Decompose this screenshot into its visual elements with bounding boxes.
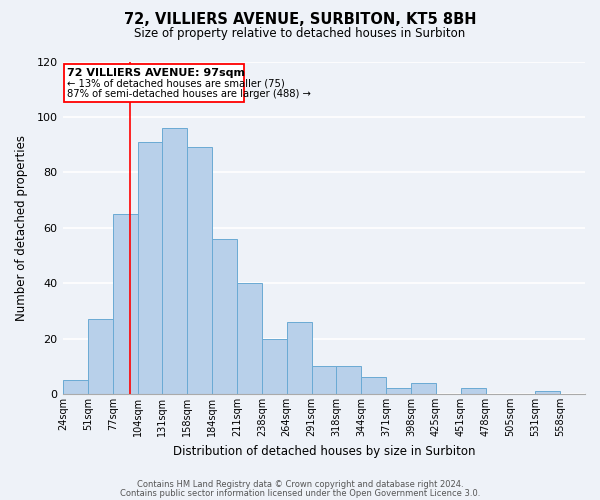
Bar [386, 388, 411, 394]
Text: Contains public sector information licensed under the Open Government Licence 3.: Contains public sector information licen… [120, 488, 480, 498]
Bar [287, 322, 311, 394]
Bar [88, 319, 113, 394]
Bar [237, 283, 262, 394]
Text: Contains HM Land Registry data © Crown copyright and database right 2024.: Contains HM Land Registry data © Crown c… [137, 480, 463, 489]
Bar [63, 380, 88, 394]
Bar [187, 148, 212, 394]
FancyBboxPatch shape [64, 64, 244, 102]
Bar [411, 383, 436, 394]
Bar [262, 338, 287, 394]
X-axis label: Distribution of detached houses by size in Surbiton: Distribution of detached houses by size … [173, 444, 475, 458]
Bar [535, 391, 560, 394]
Bar [461, 388, 485, 394]
Bar [212, 239, 237, 394]
Text: ← 13% of detached houses are smaller (75): ← 13% of detached houses are smaller (75… [67, 78, 284, 88]
Text: 72 VILLIERS AVENUE: 97sqm: 72 VILLIERS AVENUE: 97sqm [67, 68, 245, 78]
Text: Size of property relative to detached houses in Surbiton: Size of property relative to detached ho… [134, 28, 466, 40]
Bar [163, 128, 187, 394]
Bar [113, 214, 137, 394]
Text: 72, VILLIERS AVENUE, SURBITON, KT5 8BH: 72, VILLIERS AVENUE, SURBITON, KT5 8BH [124, 12, 476, 28]
Text: 87% of semi-detached houses are larger (488) →: 87% of semi-detached houses are larger (… [67, 89, 311, 99]
Y-axis label: Number of detached properties: Number of detached properties [15, 135, 28, 321]
Bar [361, 378, 386, 394]
Bar [311, 366, 337, 394]
Bar [337, 366, 361, 394]
Bar [137, 142, 163, 394]
